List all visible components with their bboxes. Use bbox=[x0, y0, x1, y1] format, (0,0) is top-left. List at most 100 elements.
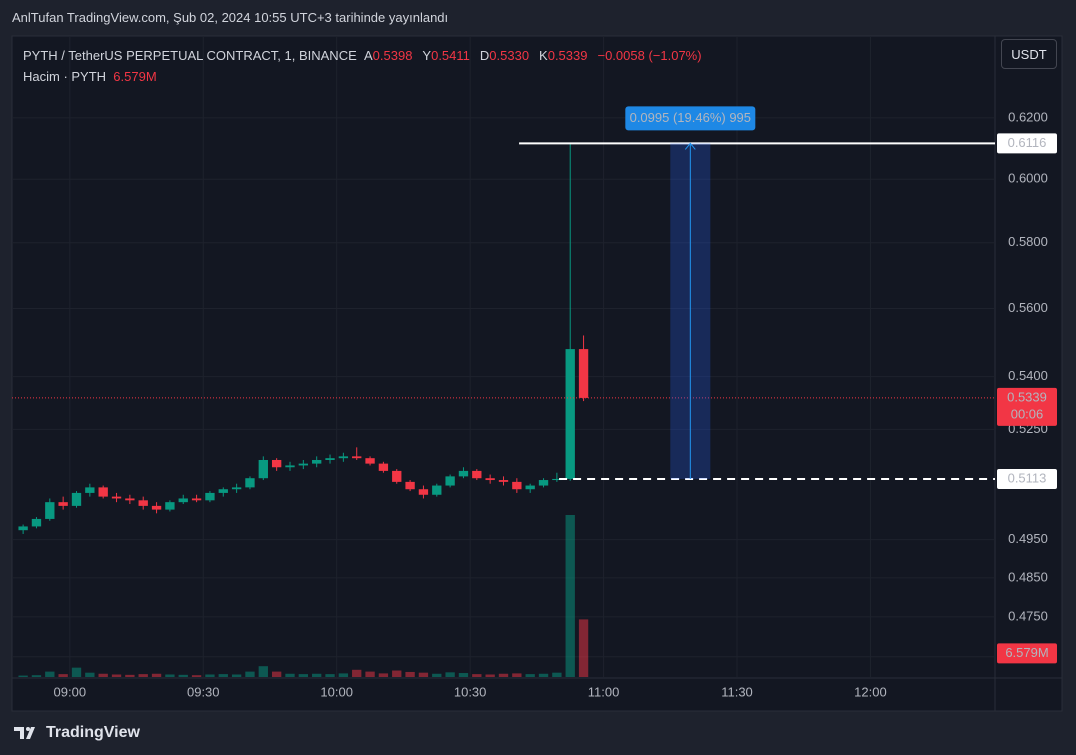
last-price-box bbox=[997, 387, 1057, 426]
countdown-label: 00:06 bbox=[1011, 406, 1044, 421]
candle-body bbox=[538, 480, 549, 486]
brand: TradingView bbox=[46, 724, 140, 741]
volume-bar bbox=[218, 674, 228, 677]
measure-label: 0.0995 (19.46%) 995 bbox=[630, 110, 751, 125]
volume-bar bbox=[325, 674, 335, 677]
volume-bar bbox=[472, 674, 482, 677]
candle-body bbox=[45, 502, 55, 519]
volume-bar bbox=[512, 673, 522, 677]
x-tick-label: 09:30 bbox=[187, 684, 220, 699]
x-tick-label: 12:00 bbox=[854, 684, 887, 699]
x-tick-label: 10:00 bbox=[320, 684, 353, 699]
volume-bar bbox=[271, 671, 282, 677]
volume-bar bbox=[45, 671, 55, 677]
level-axis-box bbox=[997, 468, 1057, 489]
y-tick-label: 0.5600 bbox=[1008, 300, 1048, 315]
volume-bar bbox=[578, 619, 589, 677]
candle-body bbox=[498, 480, 509, 482]
candle-body bbox=[418, 489, 429, 495]
volume-bar bbox=[31, 675, 42, 677]
volume-bar bbox=[565, 515, 575, 677]
candle-body bbox=[458, 470, 469, 477]
volume-bar bbox=[245, 671, 255, 677]
candle-body bbox=[58, 502, 68, 506]
volume-bar bbox=[432, 673, 442, 677]
volume-bar bbox=[285, 673, 295, 677]
candle-body bbox=[205, 492, 215, 501]
candle-body bbox=[151, 505, 162, 510]
volume-bar bbox=[485, 674, 495, 677]
ohlc-key: D bbox=[479, 48, 490, 63]
volume-bar bbox=[205, 674, 215, 677]
volume-bar bbox=[85, 672, 95, 677]
volume-bar bbox=[258, 666, 268, 677]
candle-body bbox=[178, 498, 188, 503]
volume-bar bbox=[458, 673, 469, 677]
candle-body bbox=[405, 481, 415, 490]
volume-bar bbox=[18, 675, 28, 677]
x-tick-label: 11:00 bbox=[588, 684, 620, 699]
candle-body bbox=[445, 476, 455, 486]
y-tick-label: 0.4850 bbox=[1008, 569, 1048, 584]
candle-body bbox=[271, 459, 282, 468]
candle-body bbox=[191, 498, 202, 501]
last-price-label: 0.5339 bbox=[1007, 389, 1047, 404]
ohlc-value: 0.5398 bbox=[372, 48, 413, 63]
level-axis-label: 0.6116 bbox=[1008, 135, 1047, 150]
level-axis-label: 0.5113 bbox=[1008, 470, 1047, 485]
ohlc-value: 0.5339 bbox=[547, 48, 588, 63]
volume-bar bbox=[378, 673, 389, 677]
volume-bar bbox=[352, 669, 362, 677]
chart-panel bbox=[11, 35, 1063, 712]
measure-arrow-head bbox=[684, 142, 696, 150]
candle-body bbox=[18, 526, 28, 531]
volume-bar bbox=[165, 674, 175, 677]
y-tick-label: 0.4950 bbox=[1008, 531, 1048, 546]
volume-bar bbox=[498, 673, 509, 677]
candle-body bbox=[432, 485, 442, 495]
symbol: PYTH / TetherUS PERPETUAL CONTRACT, 1, B… bbox=[23, 48, 357, 63]
candle-body bbox=[312, 459, 322, 464]
candle-body bbox=[525, 485, 535, 490]
candle-body bbox=[365, 458, 375, 464]
volume-legend: Hacim · PYTH bbox=[23, 69, 107, 84]
volume-bar bbox=[111, 674, 122, 677]
volume-bar bbox=[58, 674, 68, 677]
candle-body bbox=[245, 478, 255, 488]
volume-bar bbox=[191, 675, 202, 677]
volume-bar bbox=[138, 674, 148, 677]
candle-body bbox=[512, 481, 522, 490]
volume-value: 6.579M bbox=[113, 69, 157, 84]
volume-bar bbox=[125, 674, 135, 677]
candle-body bbox=[231, 487, 242, 490]
candle-body bbox=[485, 478, 495, 481]
candle-body bbox=[71, 492, 82, 506]
x-tick-label: 10:30 bbox=[454, 684, 487, 699]
candle-body bbox=[378, 463, 389, 471]
candle-body bbox=[165, 502, 175, 510]
volume-bar bbox=[445, 672, 455, 677]
volume-bar bbox=[365, 671, 375, 677]
candle-body bbox=[98, 487, 108, 497]
volume-bar bbox=[178, 674, 188, 677]
volume-bar bbox=[312, 673, 322, 677]
y-tick-label: 0.5400 bbox=[1008, 368, 1048, 383]
measure-label-box bbox=[625, 106, 756, 131]
volume-bar bbox=[525, 674, 535, 677]
candle-body bbox=[565, 349, 575, 479]
ohlc-value: 0.5330 bbox=[489, 48, 530, 63]
candle-body bbox=[472, 470, 482, 479]
candle-body bbox=[285, 465, 295, 468]
legend-row: Hacim · PYTH 6.579M bbox=[23, 66, 712, 87]
currency-button[interactable]: USDT bbox=[1001, 39, 1057, 69]
volume-bar bbox=[151, 673, 162, 677]
volume-bar bbox=[231, 674, 242, 677]
candle-body bbox=[325, 458, 335, 460]
candle-body bbox=[352, 456, 362, 459]
x-tick-label: 09:00 bbox=[54, 684, 87, 699]
candle-body bbox=[138, 500, 148, 506]
volume-bar bbox=[98, 673, 108, 677]
publish-info: AnlTufan TradingView.com, Şub 02, 2024 1… bbox=[12, 10, 449, 25]
volume-bar bbox=[405, 671, 415, 677]
